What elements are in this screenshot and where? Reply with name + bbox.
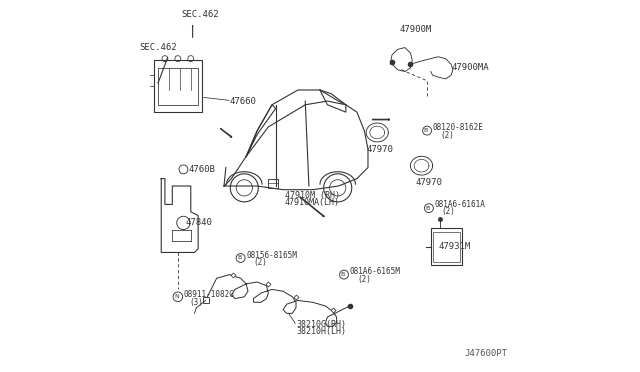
Bar bbox=[431, 228, 462, 265]
Bar bbox=[268, 179, 278, 188]
Text: 47970: 47970 bbox=[416, 178, 443, 187]
Text: 08120-8162E: 08120-8162E bbox=[433, 123, 483, 132]
Text: 38210H(LH): 38210H(LH) bbox=[296, 327, 346, 336]
Text: 47840: 47840 bbox=[185, 218, 212, 227]
Bar bbox=[154, 61, 202, 112]
Text: N: N bbox=[174, 294, 179, 299]
Text: 47900MA: 47900MA bbox=[451, 63, 489, 72]
Text: B: B bbox=[237, 256, 242, 260]
Text: B: B bbox=[340, 272, 345, 277]
Text: (2): (2) bbox=[442, 207, 456, 217]
Text: B: B bbox=[426, 206, 430, 211]
Text: (2): (2) bbox=[253, 258, 268, 267]
Text: 08156-8165M: 08156-8165M bbox=[246, 251, 297, 260]
Text: 08911-1082G: 08911-1082G bbox=[184, 291, 234, 299]
Text: (2): (2) bbox=[357, 275, 371, 283]
Bar bbox=[433, 232, 460, 262]
Text: 47970: 47970 bbox=[366, 145, 393, 154]
Text: 47900M: 47900M bbox=[399, 25, 431, 33]
Text: 081A6-6165M: 081A6-6165M bbox=[349, 267, 401, 276]
Text: 47910M (RH): 47910M (RH) bbox=[285, 191, 340, 200]
Text: J47600PT: J47600PT bbox=[464, 350, 507, 359]
Text: SEC.462: SEC.462 bbox=[181, 10, 219, 19]
Text: 47910MA(LH): 47910MA(LH) bbox=[285, 198, 340, 207]
Text: 47931M: 47931M bbox=[438, 243, 470, 251]
Text: 47660: 47660 bbox=[230, 97, 257, 106]
Text: B: B bbox=[424, 128, 428, 133]
Bar bbox=[157, 68, 198, 105]
Text: 38210G(RH): 38210G(RH) bbox=[296, 320, 346, 329]
Text: (2): (2) bbox=[440, 131, 454, 140]
Text: (3): (3) bbox=[189, 298, 203, 307]
Text: SEC.462: SEC.462 bbox=[139, 43, 177, 52]
Text: 4760B: 4760B bbox=[189, 165, 216, 174]
Text: 081A6-6161A: 081A6-6161A bbox=[435, 200, 485, 209]
